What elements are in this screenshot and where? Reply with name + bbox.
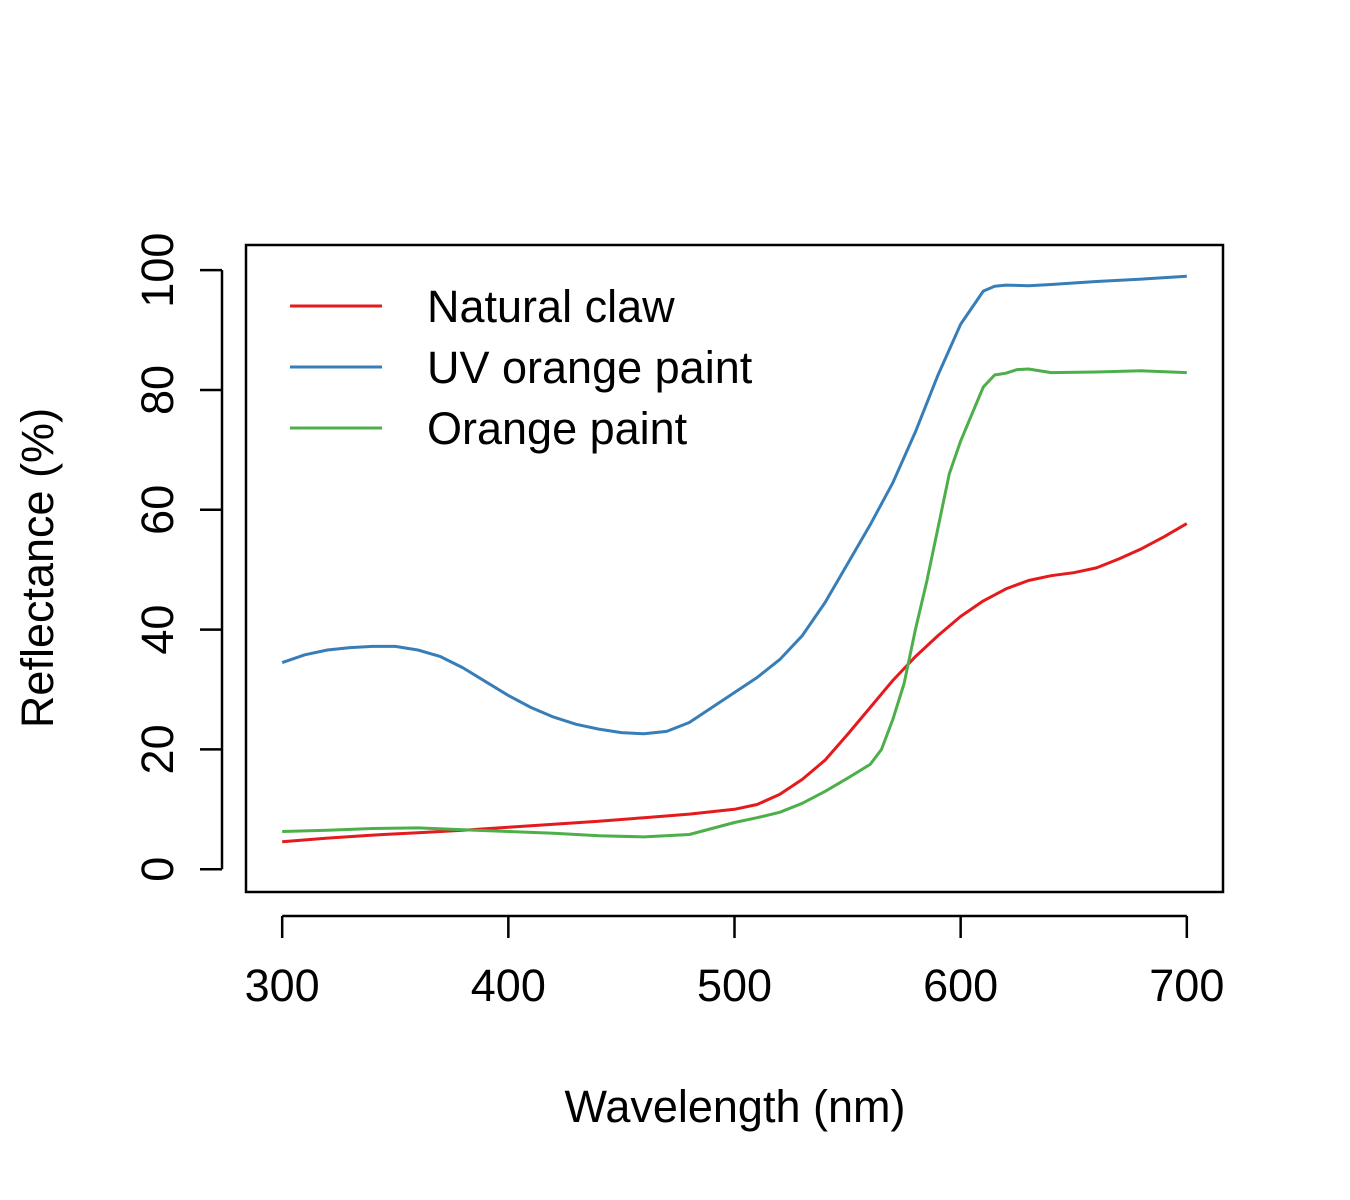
series-line-3 [282,367,1187,839]
y-tick-label: 20 [132,724,183,774]
x-tick-label: 300 [245,960,320,1011]
series-line-1 [282,522,1188,844]
legend: Natural claw UV orange paint Orange paint [290,281,753,454]
x-tick-label: 500 [697,960,772,1011]
series-line-2 [281,274,1187,736]
y-tick-label: 0 [132,857,183,882]
y-tick-label: 100 [132,233,183,308]
x-tick-label: 400 [471,960,546,1011]
legend-label-1: Natural claw [427,281,675,332]
legend-label-3: Orange paint [427,403,688,454]
y-tick-label: 80 [132,365,183,415]
plot-frame [244,243,1225,894]
series-lines [281,274,1188,844]
x-tick-label: 700 [1149,960,1224,1011]
y-tick-label: 60 [132,485,183,535]
y-axis-label: Reflectance (%) [12,408,63,728]
y-axis: 0 20 40 60 80 100 [132,233,224,882]
y-tick-label: 40 [132,605,183,655]
legend-label-2: UV orange paint [427,342,753,393]
x-axis: 300 400 500 600 700 [245,914,1224,1011]
x-axis-label: Wavelength (nm) [565,1081,906,1132]
x-tick-label: 600 [923,960,998,1011]
